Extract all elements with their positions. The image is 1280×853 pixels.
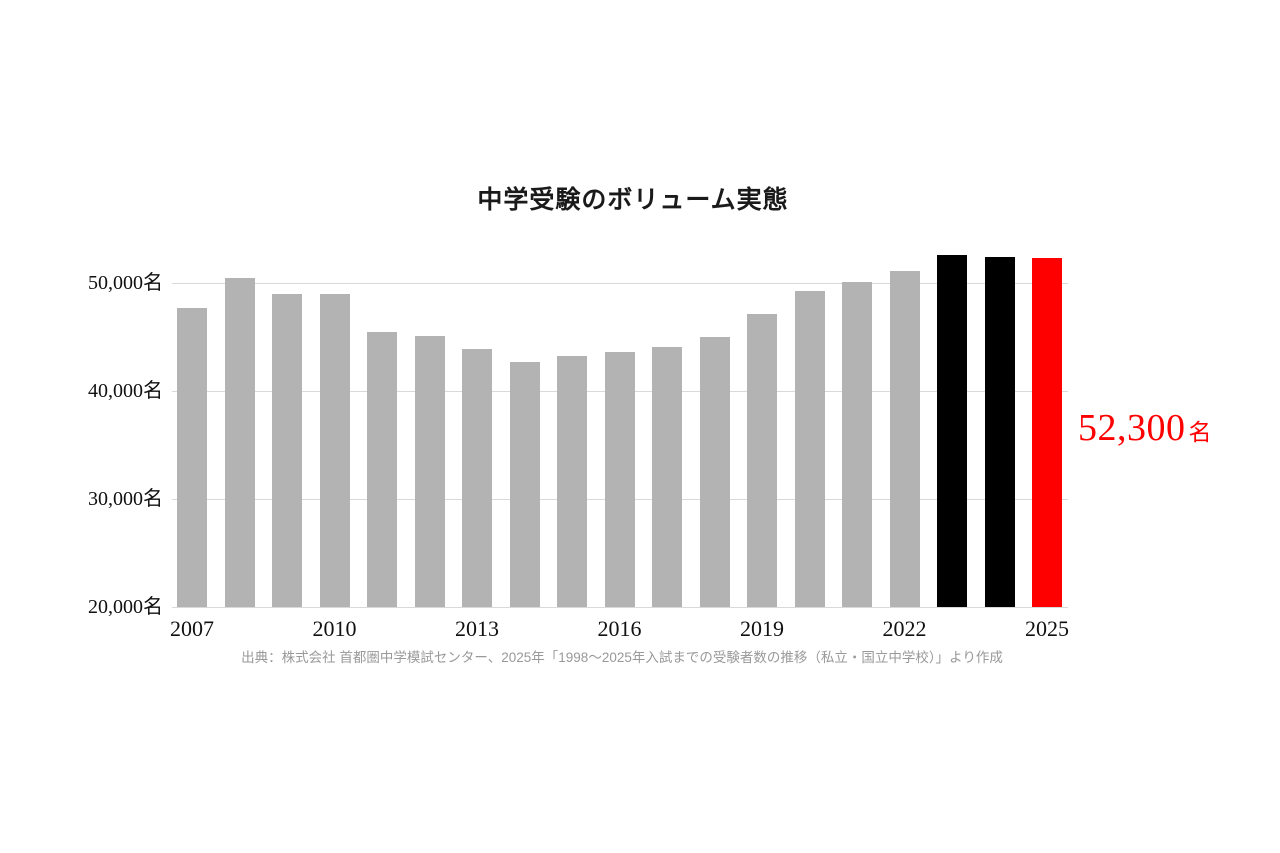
source-citation: 出典：株式会社 首都圏中学模試センター、2025年「1998〜2025年入試まで… bbox=[241, 650, 1003, 665]
bar-2025 bbox=[1032, 258, 1062, 607]
x-axis-label-2013: 2013 bbox=[455, 616, 499, 641]
bar-2010 bbox=[319, 293, 350, 607]
bar-2024 bbox=[984, 257, 1015, 607]
gridline-20000 bbox=[172, 606, 1068, 608]
gridline-50000 bbox=[172, 282, 1068, 284]
bar-2009 bbox=[272, 293, 302, 607]
x-axis-label-2019: 2019 bbox=[740, 616, 784, 641]
bar-2015 bbox=[557, 356, 587, 607]
value-annotation-2025: 52,300 名 bbox=[1078, 406, 1212, 458]
chart-title: 中学受験のボリューム実態 bbox=[477, 186, 789, 214]
bar-2020 bbox=[794, 290, 825, 607]
bar-2017 bbox=[652, 346, 682, 607]
bar-2023 bbox=[937, 254, 967, 607]
y-axis-label-20000: 20,000名 bbox=[88, 596, 163, 618]
bar-2007 bbox=[177, 307, 207, 607]
y-axis-label-40000: 40,000名 bbox=[88, 380, 163, 402]
x-axis-label-2025: 2025 bbox=[1025, 616, 1069, 641]
annotation-value: 52,300 bbox=[1078, 407, 1186, 449]
annotation-unit: 名 bbox=[1188, 420, 1212, 445]
bar-2013 bbox=[462, 348, 492, 607]
x-axis-label-2022: 2022 bbox=[882, 616, 927, 641]
x-axis-label-2016: 2016 bbox=[597, 616, 642, 641]
x-axis-label-2010: 2010 bbox=[312, 616, 357, 641]
bar-2008 bbox=[224, 277, 255, 607]
bar-2018 bbox=[699, 337, 730, 607]
bar-2022 bbox=[889, 271, 920, 607]
bar-2012 bbox=[414, 335, 445, 607]
bar-2011 bbox=[367, 331, 397, 607]
y-axis-label-50000: 50,000名 bbox=[88, 272, 163, 294]
bar-2019 bbox=[747, 314, 777, 607]
y-axis-label-30000: 30,000名 bbox=[88, 488, 163, 510]
x-axis-label-2007: 2007 bbox=[170, 616, 214, 641]
bar-2016 bbox=[604, 352, 635, 607]
bar-2014 bbox=[509, 361, 540, 607]
bar-2021 bbox=[842, 282, 872, 607]
